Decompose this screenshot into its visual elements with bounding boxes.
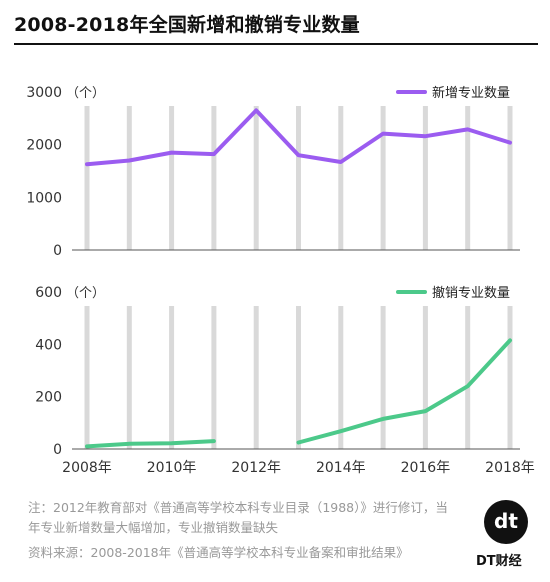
source-note: 资料来源：2008-2018年《普通高等学校本科专业备案和审批结果》 bbox=[28, 545, 409, 560]
x-tick-label: 2010年 bbox=[147, 460, 197, 476]
y-tick-label: 0 bbox=[53, 243, 62, 259]
legend-label: 新增专业数量 bbox=[432, 85, 510, 101]
unit-label: （个） bbox=[66, 86, 105, 101]
y-tick-label: 3000 bbox=[26, 85, 62, 101]
chart-title: 2008-2018年全国新增和撤销专业数量 bbox=[14, 14, 360, 36]
y-tick-label: 2000 bbox=[26, 138, 62, 154]
x-tick-label: 2016年 bbox=[401, 460, 451, 476]
chart-canvas: 0 1000 2000 3000 （个） 新增专业数量 0 200 400 600 （个） 撤销专业数… bbox=[26, 85, 535, 476]
series-line bbox=[85, 108, 512, 167]
x-tick-label: 2018年 bbox=[485, 460, 535, 476]
y-tick-label: 600 bbox=[35, 285, 62, 301]
y-tick-label: 400 bbox=[35, 337, 62, 353]
dt-logo-icon: dt bbox=[484, 500, 528, 544]
y-tick-label: 1000 bbox=[26, 190, 62, 206]
brand-name: DT财经 bbox=[476, 554, 522, 569]
series-line bbox=[296, 338, 512, 445]
title-rule bbox=[14, 43, 538, 45]
x-tick-label: 2014年 bbox=[316, 460, 366, 476]
legend-label: 撤销专业数量 bbox=[432, 285, 510, 301]
y-tick-label: 0 bbox=[53, 442, 62, 458]
y-tick-label: 200 bbox=[35, 390, 62, 406]
footnote: 注：2012年教育部对《普通高等学校本科专业目录（1988）》进行修订，当年专业… bbox=[28, 500, 448, 535]
series-line bbox=[85, 439, 216, 449]
x-tick-label: 2012年 bbox=[231, 460, 281, 476]
x-tick-label: 2008年 bbox=[62, 460, 112, 476]
unit-label: （个） bbox=[66, 286, 105, 301]
